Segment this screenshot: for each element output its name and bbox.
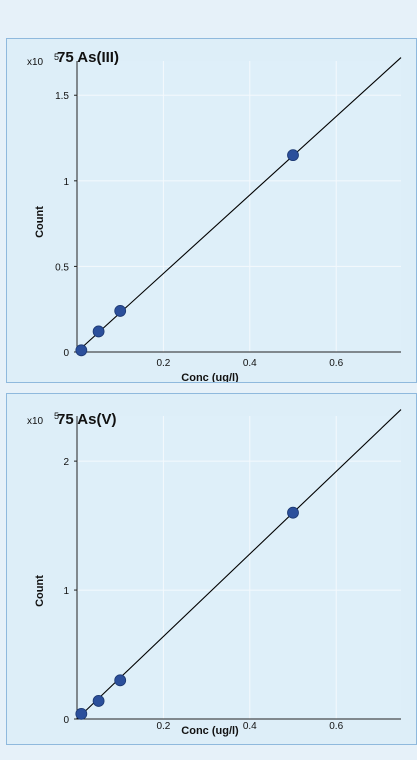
y-tick-label: 1 bbox=[63, 177, 69, 188]
x-tick-label: 0.4 bbox=[243, 721, 257, 732]
y-tick-label: 1 bbox=[63, 586, 69, 597]
x-tick-label: 0.4 bbox=[243, 358, 257, 369]
x-tick-label: 0.2 bbox=[156, 358, 170, 369]
x-tick-label: 0.2 bbox=[156, 721, 170, 732]
data-point bbox=[75, 344, 88, 357]
y-scale-label: x10 bbox=[27, 416, 44, 427]
y-tick-label: 0 bbox=[63, 348, 69, 359]
data-point bbox=[287, 506, 299, 519]
chart-panel-as3: 0 0.5 1 1.5 0.2 0.4 0.6 75 As(III) x10 5 Conc (ug/… bbox=[6, 38, 417, 383]
calibration-line bbox=[76, 57, 402, 353]
x-axis-label: Conc (ug/l) bbox=[181, 725, 239, 737]
chart-as3: 0 0.5 1 1.5 0.2 0.4 0.6 75 As(III) x10 5 Conc (ug/… bbox=[27, 49, 402, 382]
chart-title: 75 As(V) bbox=[57, 411, 116, 428]
data-point bbox=[287, 149, 299, 162]
x-axis-label: Conc (ug/l) bbox=[181, 372, 239, 382]
y-scale-exponent: 5 bbox=[54, 411, 59, 421]
chart-as5: 0 1 2 0.2 0.4 0.6 75 As(V) x10 5 Conc (ug/l) Count bbox=[27, 409, 402, 737]
y-tick-label: 1.5 bbox=[55, 91, 69, 102]
y-scale-exponent: 5 bbox=[54, 52, 59, 62]
calibration-line bbox=[76, 409, 402, 720]
data-point bbox=[75, 707, 88, 720]
plot-area bbox=[77, 416, 401, 719]
chart-panel-as5: 0 1 2 0.2 0.4 0.6 75 As(V) x10 5 Conc (ug/l) Count bbox=[6, 393, 417, 745]
y-axis-label: Count bbox=[34, 575, 46, 607]
data-point bbox=[92, 695, 105, 707]
x-tick-label: 0.6 bbox=[329, 721, 343, 732]
x-tick-label: 0.6 bbox=[329, 358, 343, 369]
data-point bbox=[114, 305, 127, 317]
data-point bbox=[92, 325, 105, 338]
chart-title: 75 As(III) bbox=[57, 49, 119, 66]
y-scale-label: x10 bbox=[27, 57, 44, 68]
y-axis-label: Count bbox=[34, 206, 46, 238]
y-tick-label: 2 bbox=[63, 457, 69, 468]
y-tick-label: 0.5 bbox=[55, 262, 69, 273]
y-tick-label: 0 bbox=[63, 715, 69, 726]
data-point bbox=[114, 674, 127, 687]
